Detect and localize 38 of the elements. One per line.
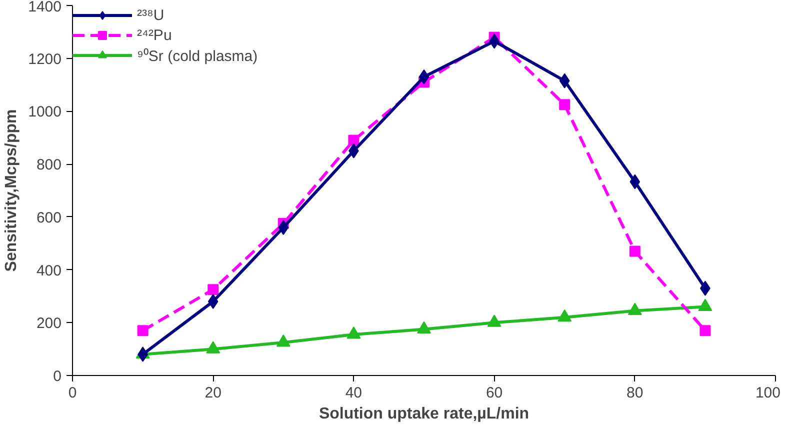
legend-label: ⁹⁰Sr (cold plasma) (137, 47, 258, 65)
point (559, 73, 570, 88)
point (628, 302, 642, 316)
legend-label: ²³⁸U (137, 6, 164, 24)
x-tick-label: 20 (204, 384, 222, 402)
x-tick-label: 40 (345, 384, 362, 402)
y-tick-label: 200 (36, 315, 62, 332)
y-tick-label: 800 (36, 156, 62, 174)
point (208, 284, 219, 296)
legend-label: ²⁴²Pu (137, 26, 172, 44)
y-axis-title: Sensitivity,Mcps/ppm (3, 109, 20, 272)
point (208, 294, 218, 309)
y-tick-label: 1400 (28, 0, 62, 16)
point (698, 298, 712, 312)
point (629, 246, 640, 257)
y-tick-label: 0 (53, 368, 62, 385)
point (346, 326, 361, 339)
y-tick-label: 1200 (28, 50, 62, 68)
point (417, 321, 431, 334)
point (558, 309, 572, 322)
x-tick-label: 80 (626, 384, 644, 402)
point (206, 341, 220, 354)
y-tick-label: 600 (36, 209, 62, 226)
x-tick-label: 0 (68, 384, 77, 402)
point (276, 334, 290, 347)
x-tick-label: 100 (755, 384, 781, 402)
point (137, 325, 148, 336)
x-tick-label: 60 (486, 384, 503, 402)
y-tick-label: 400 (36, 262, 62, 280)
point (348, 134, 360, 146)
point (630, 174, 640, 190)
point (418, 69, 430, 84)
point (278, 220, 289, 235)
y-tick-label: 1000 (28, 104, 62, 121)
point (487, 314, 502, 327)
point (700, 325, 711, 336)
x-axis-title: Solution uptake rate,µL/min (318, 406, 530, 422)
point (559, 99, 570, 110)
